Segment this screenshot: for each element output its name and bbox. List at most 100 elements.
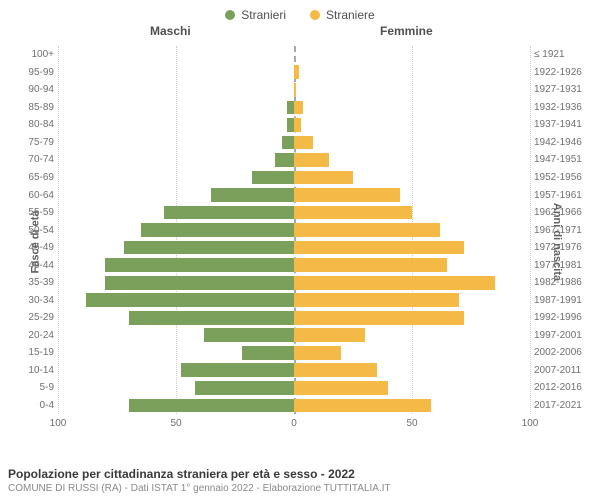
age-label: 95-99 bbox=[10, 67, 54, 78]
age-label: 10-14 bbox=[10, 365, 54, 376]
female-half bbox=[294, 309, 530, 327]
female-bar bbox=[294, 311, 464, 325]
female-half bbox=[294, 99, 530, 117]
male-bar bbox=[124, 241, 294, 255]
male-bar bbox=[287, 101, 294, 115]
female-bar bbox=[294, 83, 296, 97]
x-tick-label: 0 bbox=[291, 418, 297, 429]
age-label: 90-94 bbox=[10, 84, 54, 95]
age-label: 50-54 bbox=[10, 225, 54, 236]
age-label: 0-4 bbox=[10, 400, 54, 411]
birth-cohort-label: 1982-1986 bbox=[534, 277, 596, 288]
age-label: 25-29 bbox=[10, 312, 54, 323]
birth-cohort-label: 1957-1961 bbox=[534, 190, 596, 201]
age-label: 40-44 bbox=[10, 260, 54, 271]
age-label: 5-9 bbox=[10, 382, 54, 393]
female-bar bbox=[294, 171, 353, 185]
female-half bbox=[294, 46, 530, 64]
birth-cohort-label: 2017-2021 bbox=[534, 400, 596, 411]
male-half bbox=[58, 221, 294, 239]
header-male: Maschi bbox=[150, 24, 191, 38]
bar-rows: 100+≤ 192195-991922-192690-941927-193185… bbox=[58, 46, 530, 414]
age-label: 100+ bbox=[10, 49, 54, 60]
gridline bbox=[530, 46, 531, 414]
pyramid-row: 10-142007-2011 bbox=[58, 362, 530, 380]
male-half bbox=[58, 274, 294, 292]
female-bar bbox=[294, 276, 495, 290]
female-bar bbox=[294, 65, 299, 79]
birth-cohort-label: 1922-1926 bbox=[534, 67, 596, 78]
male-bar bbox=[242, 346, 294, 360]
male-bar bbox=[105, 258, 294, 272]
female-bar bbox=[294, 206, 412, 220]
age-label: 60-64 bbox=[10, 190, 54, 201]
male-bar bbox=[164, 206, 294, 220]
footer-title: Popolazione per cittadinanza straniera p… bbox=[8, 467, 592, 481]
female-bar bbox=[294, 328, 365, 342]
pyramid-row: 30-341987-1991 bbox=[58, 291, 530, 309]
male-half bbox=[58, 99, 294, 117]
birth-cohort-label: 1962-1966 bbox=[534, 207, 596, 218]
female-bar bbox=[294, 293, 459, 307]
birth-cohort-label: 2007-2011 bbox=[534, 365, 596, 376]
female-half bbox=[294, 256, 530, 274]
age-label: 20-24 bbox=[10, 330, 54, 341]
female-bar bbox=[294, 399, 431, 413]
birth-cohort-label: 1927-1931 bbox=[534, 84, 596, 95]
pyramid-row: 15-192002-2006 bbox=[58, 344, 530, 362]
male-half bbox=[58, 186, 294, 204]
female-half bbox=[294, 239, 530, 257]
birth-cohort-label: 1987-1991 bbox=[534, 295, 596, 306]
birth-cohort-label: 1997-2001 bbox=[534, 330, 596, 341]
male-half bbox=[58, 46, 294, 64]
female-bar bbox=[294, 118, 301, 132]
x-tick-label: 50 bbox=[170, 418, 181, 429]
pyramid-row: 65-691952-1956 bbox=[58, 169, 530, 187]
male-half bbox=[58, 169, 294, 187]
female-half bbox=[294, 291, 530, 309]
female-half bbox=[294, 169, 530, 187]
age-label: 15-19 bbox=[10, 347, 54, 358]
pyramid-row: 5-92012-2016 bbox=[58, 379, 530, 397]
age-label: 75-79 bbox=[10, 137, 54, 148]
female-half bbox=[294, 397, 530, 415]
male-bar bbox=[275, 153, 294, 167]
age-label: 80-84 bbox=[10, 119, 54, 130]
male-bar bbox=[204, 328, 294, 342]
female-half bbox=[294, 134, 530, 152]
female-half bbox=[294, 344, 530, 362]
female-half bbox=[294, 221, 530, 239]
column-headers: Maschi Femmine bbox=[0, 24, 600, 42]
birth-cohort-label: 1977-1981 bbox=[534, 260, 596, 271]
female-bar bbox=[294, 101, 303, 115]
birth-cohort-label: 1932-1936 bbox=[534, 102, 596, 113]
male-half bbox=[58, 344, 294, 362]
male-half bbox=[58, 64, 294, 82]
female-half bbox=[294, 116, 530, 134]
male-bar bbox=[129, 399, 294, 413]
male-half bbox=[58, 256, 294, 274]
population-pyramid-chart: Stranieri Straniere Maschi Femmine Fasce… bbox=[0, 0, 600, 500]
birth-cohort-label: ≤ 1921 bbox=[534, 49, 596, 60]
age-label: 35-39 bbox=[10, 277, 54, 288]
male-half bbox=[58, 204, 294, 222]
legend: Stranieri Straniere bbox=[0, 0, 600, 24]
birth-cohort-label: 1937-1941 bbox=[534, 119, 596, 130]
birth-cohort-label: 1972-1976 bbox=[534, 242, 596, 253]
age-label: 85-89 bbox=[10, 102, 54, 113]
pyramid-row: 25-291992-1996 bbox=[58, 309, 530, 327]
birth-cohort-label: 1967-1971 bbox=[534, 225, 596, 236]
female-bar bbox=[294, 241, 464, 255]
male-half bbox=[58, 327, 294, 345]
pyramid-row: 80-841937-1941 bbox=[58, 116, 530, 134]
male-half bbox=[58, 239, 294, 257]
birth-cohort-label: 1942-1946 bbox=[534, 137, 596, 148]
male-bar bbox=[141, 223, 294, 237]
x-axis: 10050050100 bbox=[58, 418, 530, 436]
female-bar bbox=[294, 346, 341, 360]
pyramid-row: 70-741947-1951 bbox=[58, 151, 530, 169]
birth-cohort-label: 1947-1951 bbox=[534, 154, 596, 165]
male-half bbox=[58, 397, 294, 415]
male-half bbox=[58, 81, 294, 99]
legend-male-label: Stranieri bbox=[241, 8, 286, 22]
